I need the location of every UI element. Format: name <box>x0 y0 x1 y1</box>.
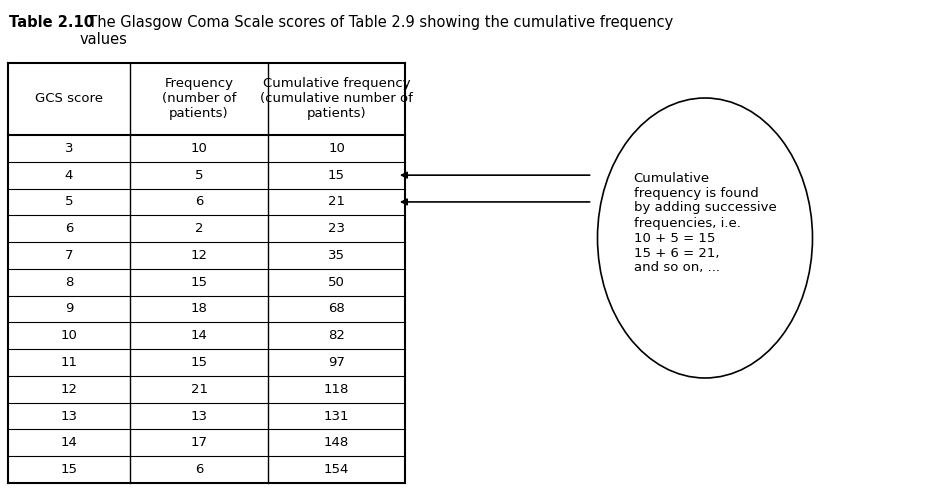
Text: 12: 12 <box>61 383 78 396</box>
Text: Frequency
(number of
patients): Frequency (number of patients) <box>162 77 237 120</box>
Text: 10: 10 <box>328 142 345 155</box>
Text: 10: 10 <box>61 329 78 342</box>
Text: 21: 21 <box>328 195 345 209</box>
Text: 15: 15 <box>191 356 208 369</box>
Text: 8: 8 <box>65 276 73 289</box>
Text: 118: 118 <box>324 383 349 396</box>
Text: Table 2.10: Table 2.10 <box>9 15 94 30</box>
Text: 154: 154 <box>324 463 349 476</box>
Text: 6: 6 <box>65 222 73 235</box>
Text: 7: 7 <box>65 249 73 262</box>
Text: 97: 97 <box>328 356 345 369</box>
Text: Cumulative
frequency is found
by adding successive
frequencies, i.e.
10 + 5 = 15: Cumulative frequency is found by adding … <box>634 172 776 275</box>
Text: 11: 11 <box>61 356 78 369</box>
Text: GCS score: GCS score <box>35 93 103 106</box>
Text: 15: 15 <box>61 463 78 476</box>
Text: 13: 13 <box>61 410 78 423</box>
Text: 82: 82 <box>328 329 345 342</box>
Text: 6: 6 <box>194 195 203 209</box>
Text: 21: 21 <box>191 383 208 396</box>
Text: 15: 15 <box>191 276 208 289</box>
Text: The Glasgow Coma Scale scores of Table 2.9 showing the cumulative frequency
valu: The Glasgow Coma Scale scores of Table 2… <box>79 15 674 47</box>
Text: 3: 3 <box>65 142 73 155</box>
Text: Cumulative frequency
(cumulative number of
patients): Cumulative frequency (cumulative number … <box>260 77 413 120</box>
Text: 35: 35 <box>328 249 345 262</box>
Text: 13: 13 <box>191 410 208 423</box>
Text: 131: 131 <box>324 410 350 423</box>
Text: 10: 10 <box>191 142 208 155</box>
Text: 15: 15 <box>328 169 345 181</box>
Text: 9: 9 <box>65 303 73 316</box>
Text: 23: 23 <box>328 222 345 235</box>
Text: 17: 17 <box>191 436 208 449</box>
Text: 14: 14 <box>191 329 208 342</box>
Text: 12: 12 <box>191 249 208 262</box>
Text: 50: 50 <box>328 276 345 289</box>
Text: 148: 148 <box>324 436 349 449</box>
Text: 68: 68 <box>328 303 345 316</box>
Text: 5: 5 <box>194 169 203 181</box>
Text: 4: 4 <box>65 169 73 181</box>
Text: 18: 18 <box>191 303 208 316</box>
Text: 5: 5 <box>65 195 73 209</box>
Text: 14: 14 <box>61 436 78 449</box>
Text: 6: 6 <box>194 463 203 476</box>
Text: 2: 2 <box>194 222 203 235</box>
